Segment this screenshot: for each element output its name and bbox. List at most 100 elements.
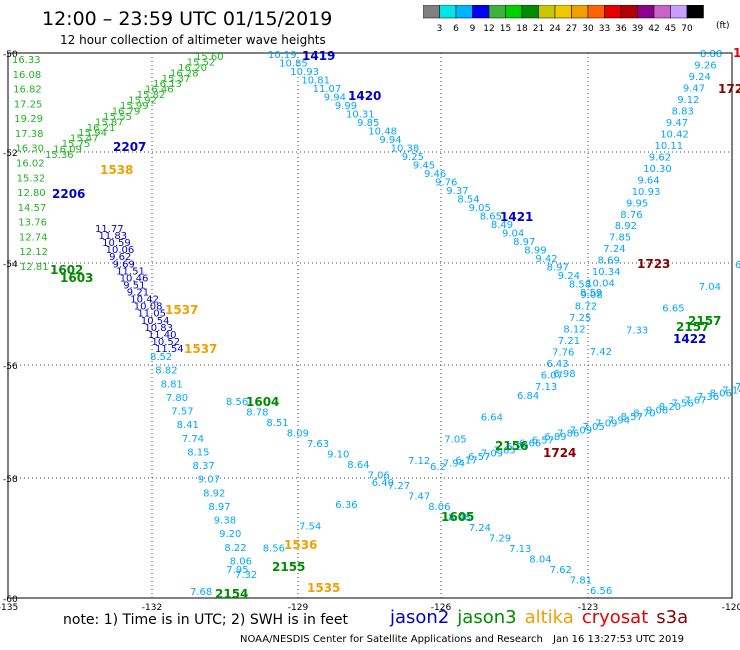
swh-value: 8.52 — [150, 352, 172, 363]
swh-value: 7.85 — [609, 233, 631, 244]
swh-value: 6.64 — [481, 413, 503, 424]
swh-value: 8.20 — [659, 402, 681, 413]
swh-value: 11.07 — [313, 84, 342, 95]
swh-value: 11.54 — [155, 344, 184, 355]
swh-value: 8.06 — [428, 502, 450, 513]
swh-value: 10.93 — [290, 67, 319, 78]
swh-value: 9.47 — [666, 118, 688, 129]
swh-value: 10.54 — [141, 316, 170, 327]
swh-value: 6.43 — [546, 359, 568, 370]
pass-label: 1605 — [441, 510, 474, 524]
lon-label: -120 — [722, 603, 740, 610]
swh-value: 10.48 — [368, 127, 397, 138]
swh-value: 9.42 — [535, 254, 557, 265]
swh-value: 7.94 — [608, 415, 630, 426]
swh-value: 15.82 — [137, 90, 166, 101]
colorbar-tick: 3 — [437, 24, 443, 34]
swh-value: 6.56 — [590, 586, 612, 597]
swh-value: 9.47 — [683, 83, 705, 94]
swh-value: 8.70 — [633, 409, 655, 420]
colorbar-tick: 39 — [632, 24, 644, 34]
swh-value: 7.42 — [590, 347, 612, 358]
swh-value: 7.95 — [226, 565, 248, 576]
swh-value: 9.99 — [335, 101, 357, 112]
page-subtitle: 12 hour collection of altimeter wave hei… — [60, 33, 326, 47]
swh-value: 7.13 — [535, 382, 557, 393]
swh-value: 16.13 — [153, 79, 182, 90]
swh-value: 15.92 — [128, 96, 157, 107]
swh-value: 16.82 — [13, 85, 42, 96]
swh-value: 8.72 — [575, 302, 597, 313]
swh-value: 9.20 — [219, 529, 241, 540]
swh-value: 8.97 — [547, 263, 569, 274]
swh-value: 7.05 — [444, 434, 466, 445]
colorbar-tick: 33 — [599, 24, 610, 34]
swh-value: 10.81 — [301, 76, 330, 87]
swh-value: 10.52 — [152, 337, 181, 348]
swh-value: 7.06 — [368, 471, 390, 482]
swh-value: 15.87 — [95, 117, 124, 128]
swh-value: 9.21 — [127, 288, 149, 299]
satellite-legend: jason2 jason3 altika cryosat s3a — [390, 607, 696, 628]
swh-value: 6.98 — [553, 369, 575, 380]
pass-label: 1723 — [637, 257, 670, 271]
swh-value: 7.24 — [469, 523, 491, 534]
swh-value: 16.09 — [53, 145, 82, 156]
swh-value: 8.06 — [230, 556, 252, 567]
swh-value: 16.20 — [178, 63, 207, 74]
swh-value: 13.76 — [18, 218, 47, 229]
swh-value: 10.59 — [102, 238, 131, 249]
swh-value: 10.08 — [134, 302, 163, 313]
swh-value: 6.07 — [541, 371, 563, 382]
colorbar-tick: 9 — [470, 24, 476, 34]
swh-value: 7.10 — [735, 382, 740, 393]
swh-value: 6.36 — [335, 500, 357, 511]
swh-value: 12.74 — [19, 232, 48, 243]
swh-value: 15.47 — [70, 134, 99, 145]
swh-value: 11.83 — [99, 231, 128, 242]
swh-value: 17.38 — [15, 129, 44, 140]
swh-value: 7.33 — [626, 325, 648, 336]
swh-value: 16.02 — [16, 159, 45, 170]
pass-label: 1538 — [100, 163, 133, 177]
swh-value: 9.45 — [413, 161, 435, 172]
swh-value: 19.29 — [14, 114, 43, 125]
swh-value: 8.59 — [580, 288, 602, 299]
swh-value: 7.21 — [558, 336, 580, 347]
swh-value: 10.42 — [130, 295, 159, 306]
pass-label: 2155 — [272, 560, 305, 574]
swh-value: 8.81 — [161, 379, 183, 390]
swh-value: 9.95 — [626, 198, 648, 209]
swh-value: 16.79 — [112, 106, 141, 117]
colorbar-tick: 12 — [483, 24, 494, 34]
lon-label: -123 — [578, 603, 598, 610]
satellite-legend-item: jason2 — [390, 607, 450, 628]
note-text: note: 1) Time is in UTC; 2) SWH is in fe… — [63, 612, 349, 628]
swh-value: 9.10 — [327, 450, 349, 461]
map-canvas: -50 -52 -54 -56 -58 -60-135 -132 -129 -126 -123 -1… — [0, 46, 740, 610]
swh-value: 8.06 — [710, 389, 732, 400]
footer-credit: NOAA/NESDIS Center for Satellite Applica… — [240, 634, 543, 645]
swh-value: 8.92 — [615, 221, 637, 232]
swh-value: 8.56 — [263, 543, 285, 554]
swh-value: 7.81 — [570, 576, 592, 587]
colorbar-tick: 36 — [615, 24, 627, 34]
swh-value: 8.99 — [524, 246, 546, 257]
swh-value: 6.57 — [468, 452, 490, 463]
lon-label: -129 — [288, 603, 309, 610]
lat-label: -56 — [3, 362, 18, 372]
lat-label: -54 — [3, 260, 18, 270]
swh-value: 9.94 — [324, 93, 346, 104]
swh-value: 7.54 — [299, 522, 321, 533]
swh-value: 6.17 — [455, 455, 477, 466]
pass-label: 2154 — [215, 587, 248, 601]
swh-value: 8.12 — [563, 325, 585, 336]
swh-value: 9.24 — [558, 271, 580, 282]
satellite-legend-item: s3a — [656, 607, 689, 628]
swh-value: 7.67 — [684, 395, 706, 406]
swh-value: 7.09 — [595, 419, 617, 430]
swh-value: 9.94 — [379, 135, 401, 146]
swh-value: 7.80 — [166, 393, 188, 404]
swh-value: 16.28 — [170, 68, 199, 79]
swh-value: 15.32 — [17, 173, 46, 184]
